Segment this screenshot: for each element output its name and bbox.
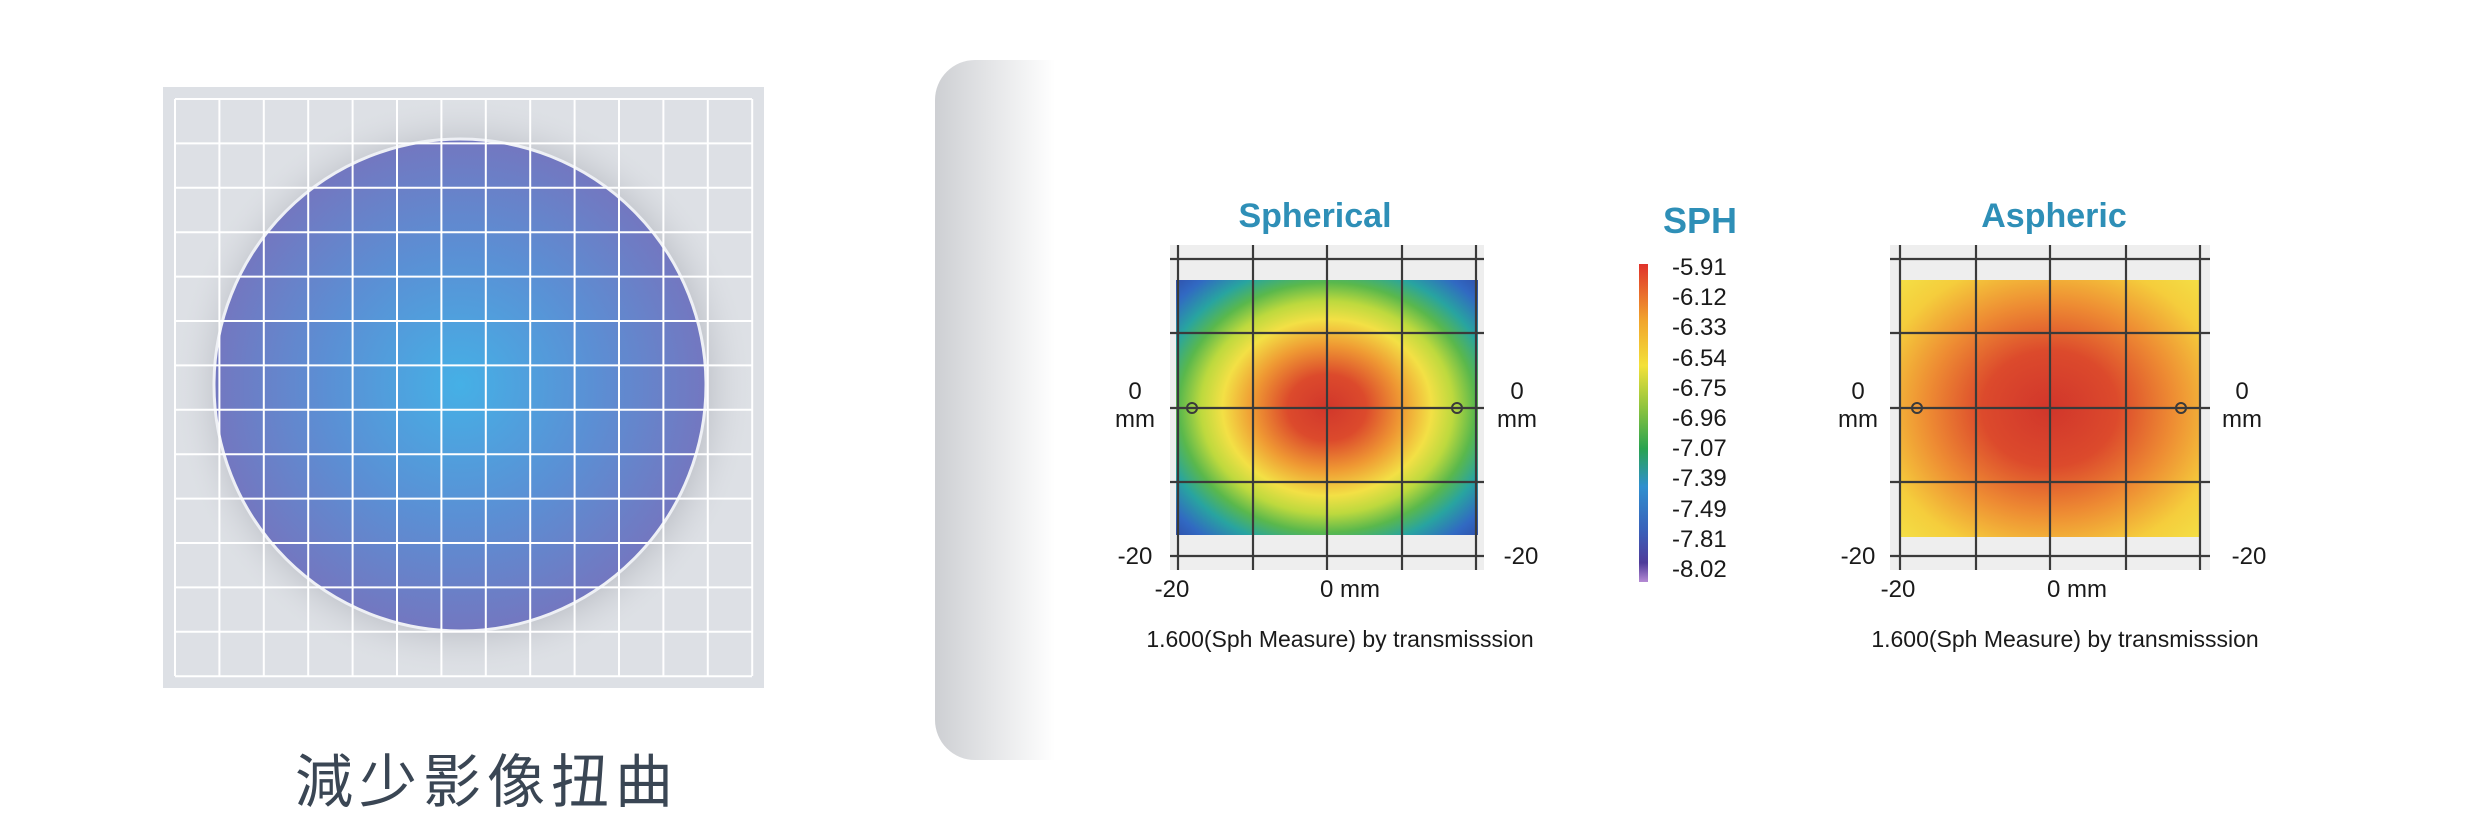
aspheric-right-label: 0 mm <box>2222 378 2262 433</box>
legend-value: -7.39 <box>1672 465 1727 493</box>
legend-color-bar <box>1639 264 1648 582</box>
grid-lines <box>174 98 754 678</box>
spherical-title: Spherical <box>1238 197 1392 235</box>
legend-title: SPH <box>1662 200 1738 241</box>
left-caption: 減少影像扭曲 <box>294 748 679 816</box>
legend-value: -6.12 <box>1672 284 1727 312</box>
legend-value: -5.91 <box>1672 254 1727 281</box>
legend-value: -6.33 <box>1672 314 1727 342</box>
aspheric-heatmap <box>1890 245 2210 575</box>
legend-value: -6.54 <box>1672 344 1727 372</box>
legend-value: -6.75 <box>1672 374 1727 402</box>
spherical-caption: 1.600(Sph Measure) by transmisssion <box>1146 626 1534 652</box>
legend-value: -7.81 <box>1672 525 1727 553</box>
legend-value: -7.07 <box>1672 435 1727 463</box>
legend-value: -7.49 <box>1672 495 1727 523</box>
distortion-illustration <box>163 87 764 688</box>
spherical-x-left-label: -20 <box>1154 576 1190 603</box>
spherical-bottom-right-label: -20 <box>1503 543 1539 570</box>
aspheric-x-center-label: 0 mm <box>2047 576 2107 603</box>
spherical-heatmap <box>1170 245 1484 575</box>
aspheric-title: Aspheric <box>1981 197 2127 235</box>
aspheric-bottom-right-label: -20 <box>2231 543 2267 570</box>
aspheric-x-left-label: -20 <box>1880 576 1916 603</box>
grid-disc-graphic <box>163 87 764 688</box>
aspheric-caption: 1.600(Sph Measure) by transmisssion <box>1871 626 2259 652</box>
divider-shadow <box>935 60 1055 760</box>
spherical-bottom-left-label: -20 <box>1117 543 1153 570</box>
legend-value: -6.96 <box>1672 405 1727 432</box>
spherical-right-label: 0 mm <box>1497 378 1537 433</box>
aspheric-left-label: 0 mm <box>1838 378 1878 433</box>
spherical-x-center-label: 0 mm <box>1320 576 1380 603</box>
legend-value: -8.02 <box>1672 556 1727 583</box>
aspheric-bottom-left-label: -20 <box>1840 543 1876 570</box>
spherical-left-label: 0 mm <box>1115 378 1155 433</box>
